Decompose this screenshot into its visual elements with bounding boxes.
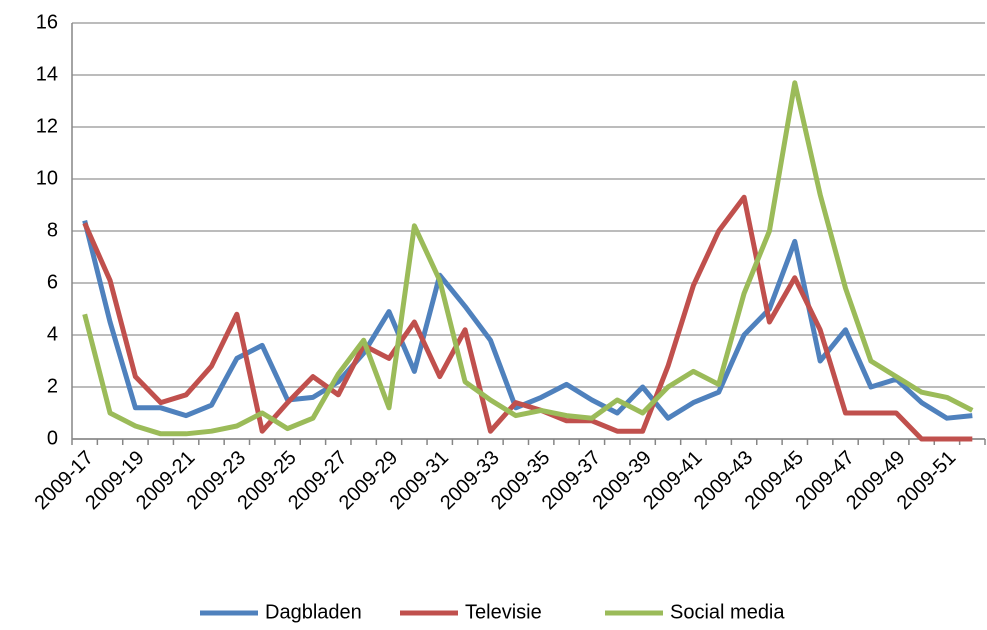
y-tick-label: 12 bbox=[36, 115, 58, 137]
series-line bbox=[82, 219, 973, 421]
legend-label: Dagbladen bbox=[265, 601, 362, 623]
y-tick-label: 4 bbox=[47, 323, 58, 345]
legend-label: Social media bbox=[670, 601, 785, 623]
y-tick-label: 8 bbox=[47, 219, 58, 241]
y-tick-label: 14 bbox=[36, 63, 58, 85]
y-tick-label: 2 bbox=[47, 375, 58, 397]
series-line bbox=[82, 80, 974, 437]
series-line bbox=[82, 194, 973, 442]
y-tick-label: 16 bbox=[36, 11, 58, 33]
y-tick-label: 6 bbox=[47, 271, 58, 293]
legend-label: Televisie bbox=[465, 601, 542, 623]
y-tick-label: 0 bbox=[47, 427, 58, 449]
y-tick-label: 10 bbox=[36, 167, 58, 189]
